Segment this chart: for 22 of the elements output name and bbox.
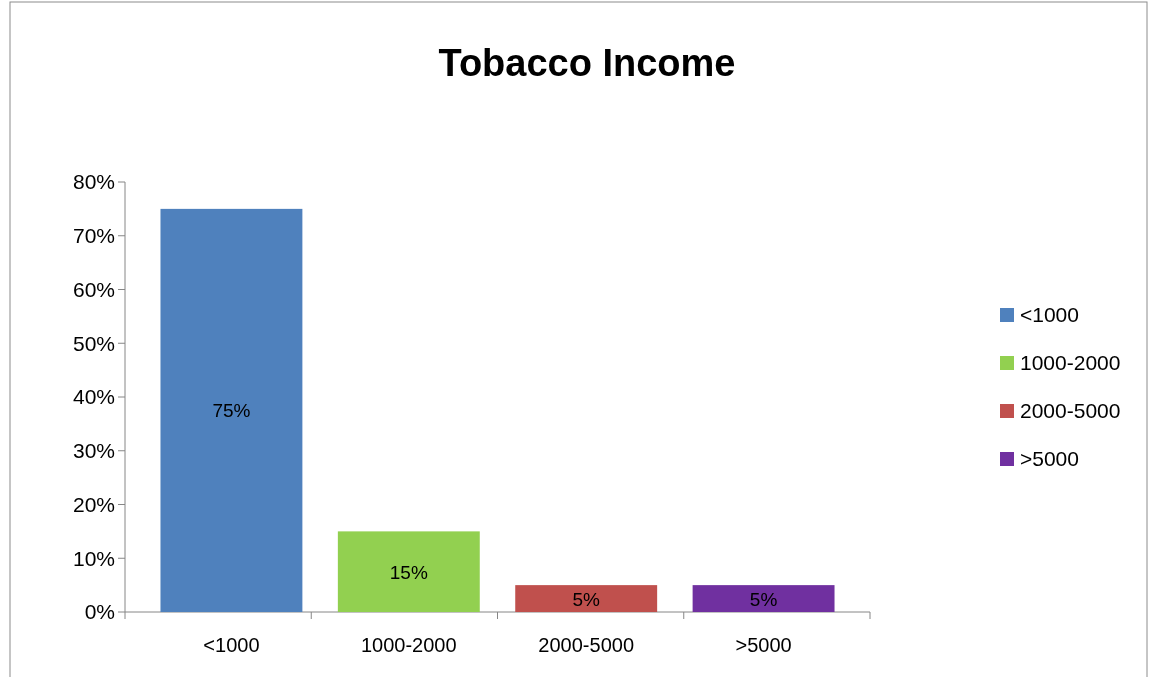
data-label: 15%	[389, 561, 428, 583]
legend-label: 2000-5000	[1020, 399, 1121, 423]
chart-title: Tobacco Income	[438, 42, 736, 84]
data-label: 5%	[572, 588, 601, 610]
y-tick-label: 70%	[72, 224, 115, 248]
y-tick-label: 30%	[72, 439, 115, 463]
data-label: 5%	[749, 588, 778, 610]
legend-label: <1000	[1020, 303, 1079, 327]
x-tick-label: 2000-5000	[538, 634, 635, 656]
legend-label: 1000-2000	[1020, 351, 1121, 375]
y-tick-label: 10%	[72, 546, 115, 570]
y-tick-label: 40%	[72, 385, 115, 409]
y-tick-label: 50%	[72, 331, 115, 355]
legend-label: >5000	[1020, 447, 1079, 471]
x-tick-label: 1000-2000	[360, 634, 457, 656]
data-label: 75%	[212, 400, 251, 422]
y-tick-label: 80%	[72, 170, 115, 194]
y-tick-label: 20%	[72, 492, 115, 516]
y-tick-label: 0%	[84, 600, 115, 624]
y-tick-label: 60%	[72, 277, 115, 301]
x-tick-label: >5000	[735, 634, 792, 656]
x-tick-label: <1000	[203, 634, 260, 656]
